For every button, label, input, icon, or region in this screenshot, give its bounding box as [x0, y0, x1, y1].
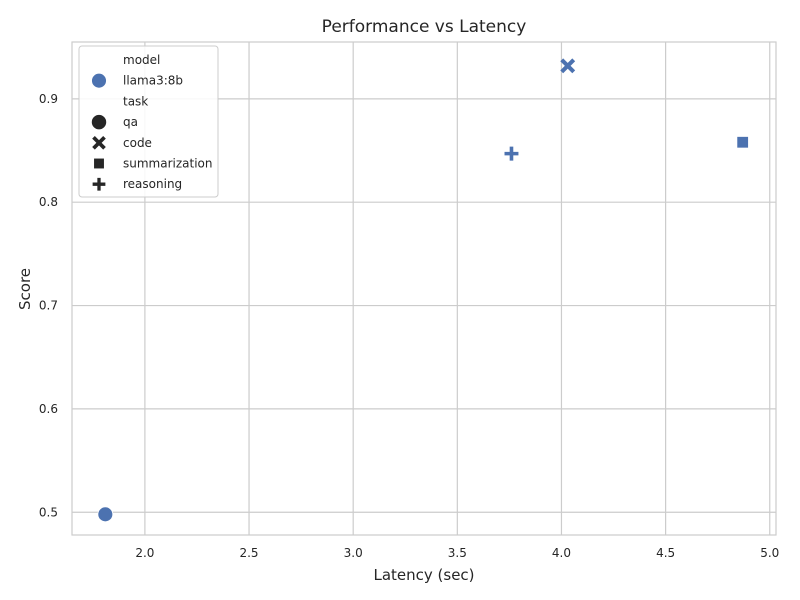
points-layer	[97, 58, 749, 523]
legend-marker-summarization	[94, 158, 104, 169]
x-tick-label: 5.0	[760, 546, 779, 560]
y-tick-label: 0.6	[39, 402, 58, 416]
legend-marker-group	[92, 177, 106, 191]
legend-marker-group	[91, 114, 107, 130]
chart-title: Performance vs Latency	[322, 17, 527, 37]
legend-entry-task: reasoning	[123, 177, 182, 191]
x-tick-label: 3.0	[344, 546, 363, 560]
data-point-summarization	[737, 136, 749, 148]
y-tick-label: 0.8	[39, 195, 58, 209]
legend-marker-code	[92, 135, 106, 150]
legend-entry-task: code	[123, 136, 152, 150]
legend-title-model: model	[123, 53, 160, 67]
legend: model llama3:8b task qa code summarization rea…	[78, 45, 219, 198]
legend-marker-llama3:8b	[91, 72, 107, 89]
legend-box	[78, 45, 219, 198]
y-tick-label: 0.7	[39, 299, 58, 313]
x-axis-label: Latency (sec)	[373, 566, 474, 584]
y-tick-label: 0.9	[39, 92, 58, 106]
legend-title-task: task	[123, 94, 148, 108]
y-axis-label: Score	[16, 268, 34, 310]
legend-entry-task: summarization	[123, 157, 213, 171]
x-tick-label: 4.5	[656, 546, 675, 560]
plot-frame	[71, 41, 777, 536]
data-point-reasoning	[504, 146, 519, 161]
legend-entry-model: llama3:8b	[123, 74, 183, 88]
x-tick-label: 2.0	[135, 546, 154, 560]
legend-entry-task: qa	[123, 115, 138, 129]
x-tick-label: 2.5	[239, 546, 258, 560]
x-tick-label: 3.5	[448, 546, 467, 560]
x-tick-label: 4.0	[552, 546, 571, 560]
y-tick-label: 0.5	[39, 505, 58, 519]
data-point-qa	[97, 506, 114, 523]
data-point-code	[560, 58, 576, 74]
legend-marker-qa	[91, 114, 107, 130]
legend-marker-group	[94, 158, 104, 169]
legend-marker-reasoning	[92, 177, 106, 191]
ticks-layer: 2.0 2.5 3.0 3.5 4.0 4.5 5.0 0.5 0.6 0.7 0.8 0.9	[39, 92, 779, 560]
legend-marker-group	[92, 135, 106, 150]
